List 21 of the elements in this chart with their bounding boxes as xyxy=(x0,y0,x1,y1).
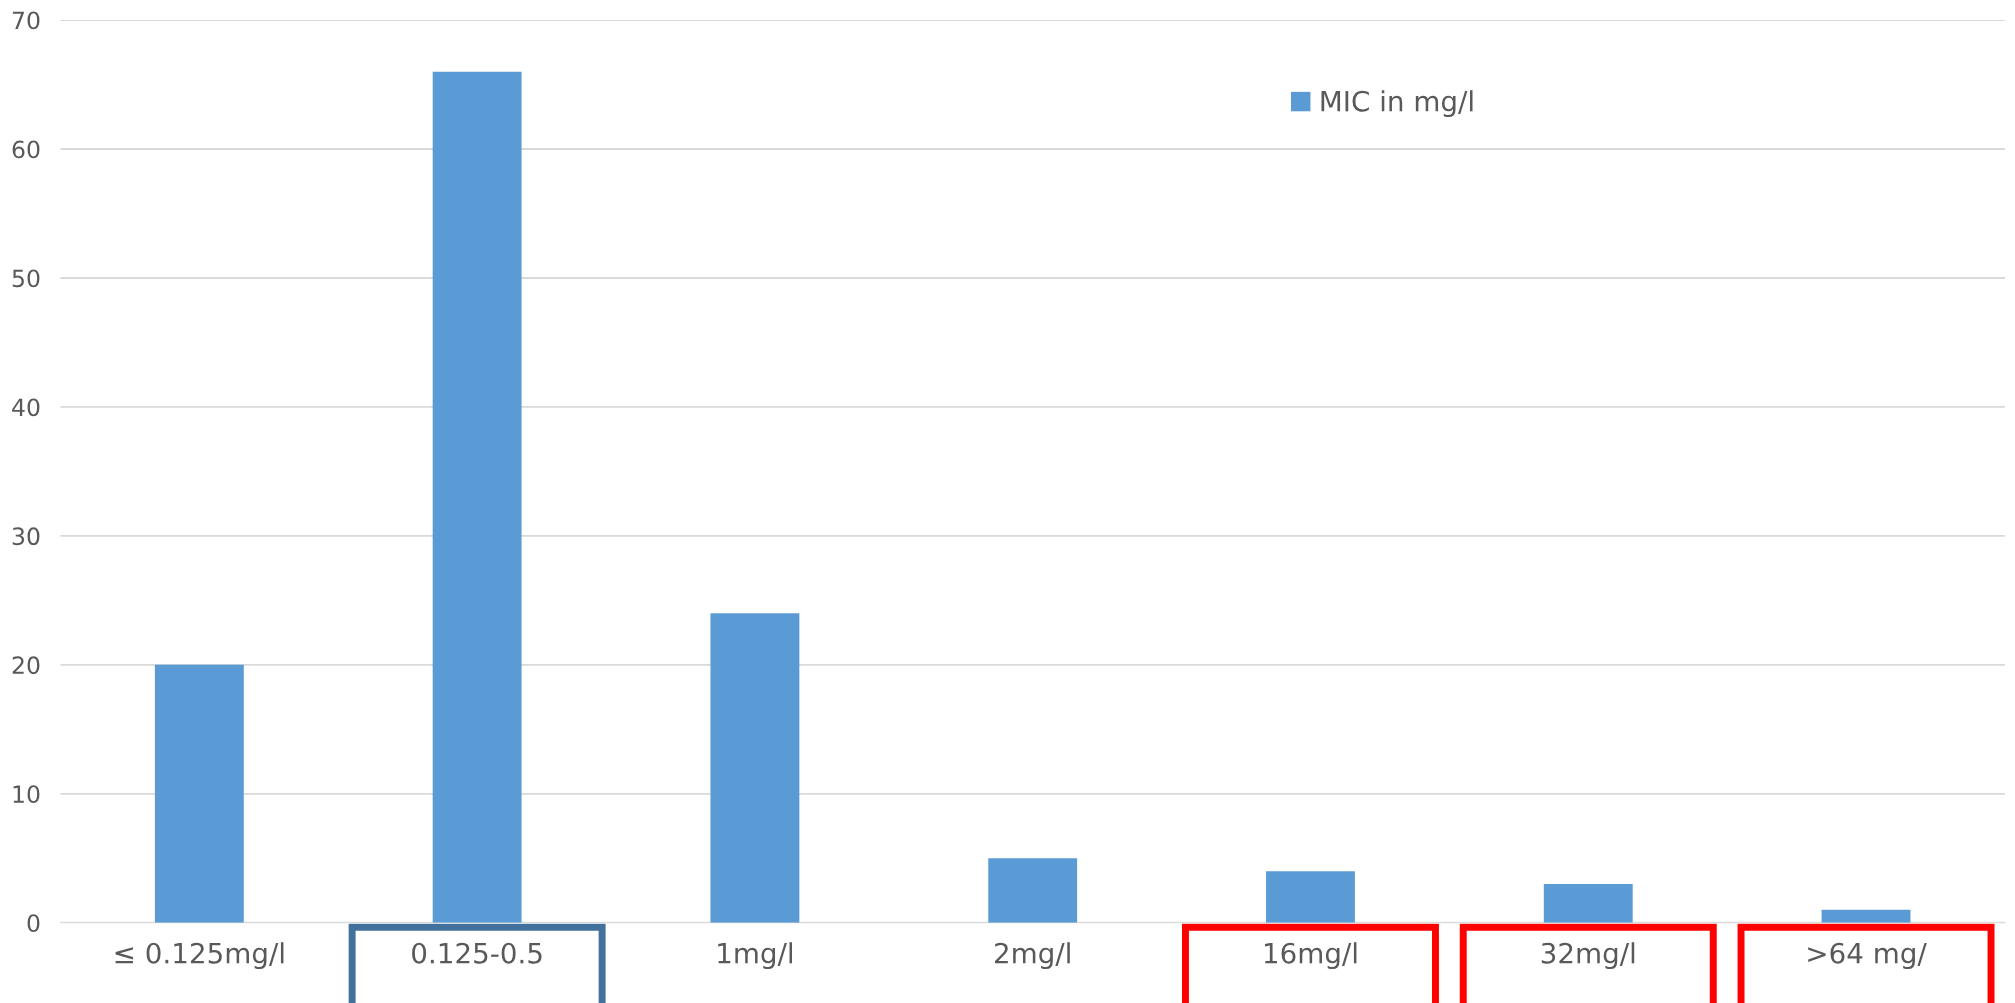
y-tick-label: 40 xyxy=(12,398,40,417)
bar xyxy=(1543,884,1633,923)
x-tick-label: ≤ 0.125mg/l xyxy=(115,942,284,970)
bar xyxy=(1821,909,1911,923)
y-tick-label: 0 xyxy=(27,914,40,933)
x-tick-label: 0.125-0.5 xyxy=(412,942,542,964)
y-tick-label: 30 xyxy=(12,527,40,546)
bar xyxy=(710,613,800,923)
x-tick-label: 1mg/l xyxy=(718,942,793,970)
y-tick-label: 70 xyxy=(12,11,40,30)
y-tick-label: 50 xyxy=(12,269,40,288)
x-tick-label: 2mg/l xyxy=(995,942,1070,970)
x-tick-label: 16mg/l xyxy=(1264,942,1357,970)
y-tick-label: 10 xyxy=(13,785,40,804)
y-tick-label: 60 xyxy=(12,140,40,159)
x-tick-label: 32mg/l xyxy=(1541,942,1635,970)
x-tick-label: >64 mg/ xyxy=(1808,942,1927,970)
bar xyxy=(154,664,244,923)
bar xyxy=(988,858,1078,923)
legend-label: MIC in mg/l xyxy=(1321,90,1473,118)
y-tick-label: 20 xyxy=(12,656,40,675)
